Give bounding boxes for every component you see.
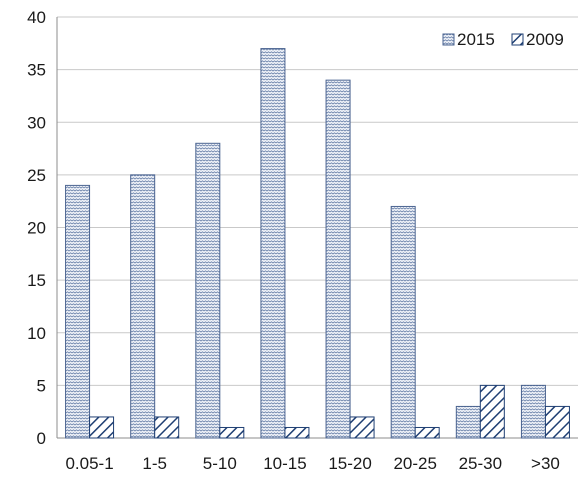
bar-2015->30	[520, 384, 546, 439]
bar-2009-10-15	[284, 426, 310, 439]
legend: 2015 2009	[442, 30, 564, 49]
bar-2015-20-25	[390, 205, 416, 439]
bar-2009-20-25	[414, 426, 440, 439]
x-tick-label: 0.05-1	[65, 454, 113, 473]
y-tick-label: 0	[37, 429, 46, 448]
y-tick-label: 35	[27, 61, 46, 80]
bars	[65, 48, 570, 439]
x-tick-label: 20-25	[393, 454, 436, 473]
legend-label-2009: 2009	[526, 30, 564, 49]
y-tick-label: 20	[27, 219, 46, 238]
bar-2009-1-5	[154, 416, 180, 439]
bar-2015-5-10	[195, 142, 221, 439]
legend-swatch-2009	[511, 33, 524, 46]
bar-2009-5-10	[219, 426, 245, 439]
bar-2015-15-20	[325, 79, 351, 439]
bar-2015-1-5	[130, 174, 156, 439]
x-tick-label: 25-30	[459, 454, 502, 473]
y-tick-label: 30	[27, 113, 46, 132]
legend-swatch-2015	[442, 33, 455, 46]
y-tick-label: 40	[27, 8, 46, 27]
bar-2009->30	[544, 405, 570, 439]
x-tick-label: 10-15	[263, 454, 306, 473]
x-tick-label: >30	[531, 454, 560, 473]
tick-labels: 0 5 10 15 20 25 30 35 40 0.05-1 1-5 5-10 10-15 15-20 2…	[27, 8, 560, 473]
y-tick-label: 15	[27, 271, 46, 290]
y-tick-label: 25	[27, 166, 46, 185]
x-tick-label: 5-10	[203, 454, 237, 473]
bar-2009-15-20	[349, 416, 375, 439]
bar-2015-10-15	[260, 48, 286, 439]
x-tick-label: 1-5	[142, 454, 167, 473]
bar-2009-25-30	[479, 384, 505, 439]
legend-label-2015: 2015	[457, 30, 495, 49]
bar-2015-25-30	[455, 405, 481, 439]
bar-2015-0.05-1	[65, 184, 91, 439]
x-tick-label: 15-20	[328, 454, 371, 473]
y-tick-label: 10	[27, 324, 46, 343]
y-tick-label: 5	[37, 376, 46, 395]
bar-2009-0.05-1	[89, 416, 115, 439]
